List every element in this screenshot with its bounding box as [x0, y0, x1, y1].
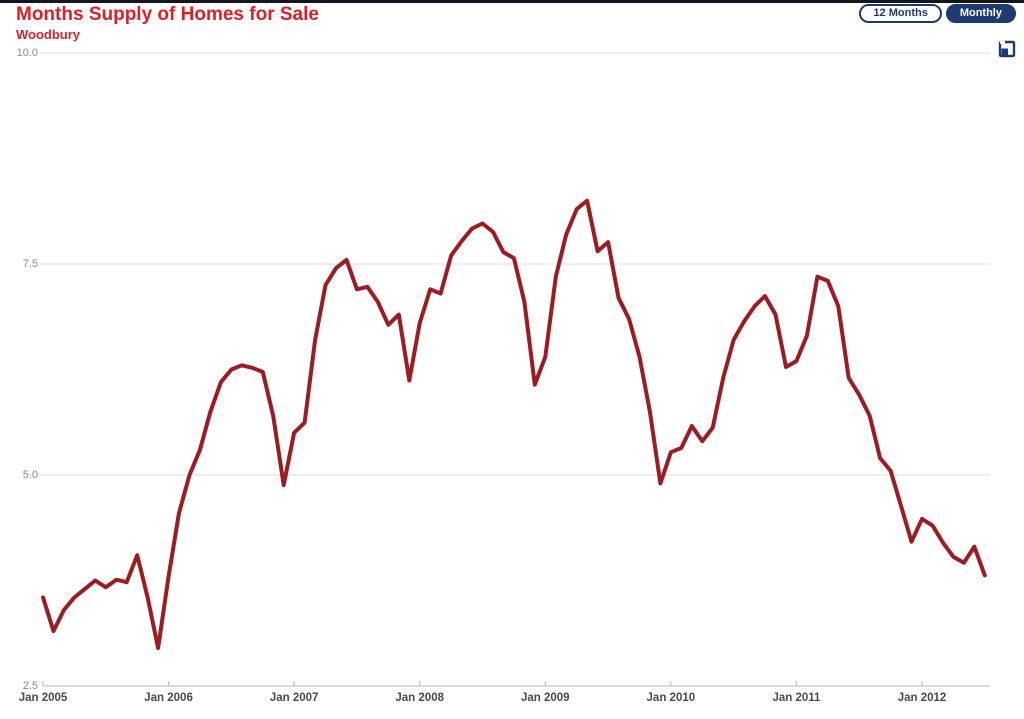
x-axis-label: Jan 2008 — [395, 692, 444, 704]
x-axis-label: Jan 2009 — [520, 692, 570, 704]
y-axis-label: 2.5 — [22, 680, 38, 692]
export-icon[interactable] — [998, 40, 1016, 58]
y-axis-label: 7.5 — [22, 258, 38, 270]
x-axis-label: Jan 2007 — [269, 692, 319, 704]
x-axis-label: Jan 2005 — [18, 692, 68, 704]
x-axis-label: Jan 2010 — [646, 692, 696, 704]
range-12-months-button[interactable]: 12 Months — [859, 4, 942, 23]
data-line-months-supply — [41, 198, 987, 650]
x-axis-label: Jan 2011 — [772, 692, 821, 704]
page-title: Months Supply of Homes for Sale — [16, 4, 319, 25]
frequency-monthly-button[interactable]: Monthly — [945, 4, 1016, 23]
chart-toggle-controls: 12 Months Monthly — [859, 4, 1016, 23]
x-axis-label: Jan 2012 — [897, 692, 947, 704]
y-axis-label: 10.0 — [16, 47, 38, 59]
x-axis-label: Jan 2006 — [144, 692, 193, 704]
region-subtitle: Woodbury — [16, 27, 81, 42]
y-axis-label: 5.0 — [22, 469, 38, 481]
top-border-bar — [0, 0, 1024, 3]
